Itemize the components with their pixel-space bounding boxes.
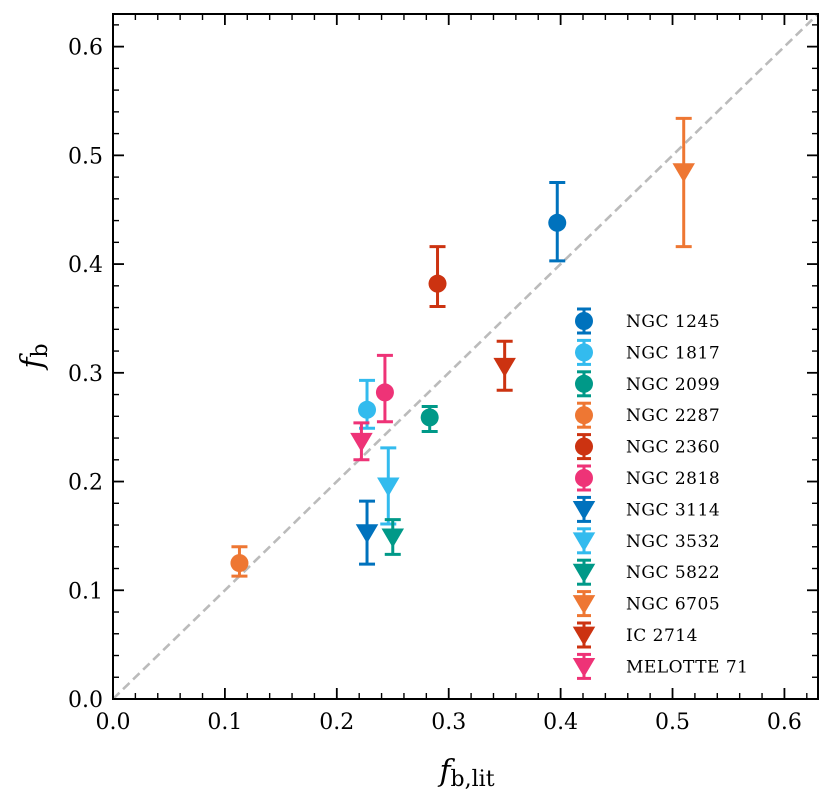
marker-ngc-5822	[381, 528, 405, 548]
y-tick-label: 0.6	[68, 36, 103, 61]
legend-entry-ngc-2360: NGC 2360	[575, 433, 720, 461]
legend-entry-ngc-1245: NGC 1245	[575, 307, 720, 335]
legend-marker-ngc-2287	[575, 406, 593, 425]
legend-marker-ngc-5822	[572, 563, 596, 583]
marker-ngc-2818	[375, 383, 394, 402]
legend-entry-ngc-3532: NGC 3532	[572, 527, 720, 555]
legend-label-ngc-5822: NGC 5822	[626, 563, 720, 583]
y-tick-label: 0.0	[68, 688, 103, 713]
marker-ic-2714	[493, 357, 516, 377]
y-tick-label: 0.1	[68, 579, 103, 604]
legend-label-ngc-2099: NGC 2099	[626, 375, 720, 395]
y-tick-label: 0.2	[68, 471, 103, 496]
x-tick-label: 0.4	[543, 710, 578, 735]
legend-marker-ngc-2099	[575, 374, 593, 393]
legend-label-ngc-3114: NGC 3114	[626, 500, 720, 520]
x-tick-label: 0.2	[319, 710, 354, 735]
data-point-ngc-1245	[548, 181, 567, 263]
data-point-ngc-1817	[358, 378, 377, 430]
x-tick-label: 0.1	[207, 710, 242, 735]
legend: NGC 1245 NGC 1817 NGC 2099 NGC 2287 NGC 2360…	[572, 307, 748, 680]
legend-entry-ngc-5822: NGC 5822	[572, 558, 720, 586]
legend-entry-ngc-2099: NGC 2099	[575, 370, 720, 398]
legend-entry-melotte-71: MELOTTE 71	[572, 652, 748, 680]
data-point-ngc-2099	[420, 405, 439, 434]
legend-label-ic-2714: IC 2714	[626, 626, 698, 646]
data-point-ngc-2818	[375, 353, 394, 424]
legend-marker-ngc-3532	[572, 532, 596, 552]
legend-marker-ic-2714	[572, 626, 596, 646]
legend-entry-ngc-1817: NGC 1817	[575, 338, 720, 366]
legend-entry-ngc-6705: NGC 6705	[572, 590, 720, 618]
data-point-ic-2714	[493, 339, 516, 392]
data-point-ngc-6705	[672, 116, 695, 249]
data-point-ngc-3532	[377, 446, 400, 526]
x-tick-label: 0.3	[431, 710, 466, 735]
marker-ngc-2287	[230, 554, 249, 573]
x-tick-label: 0.5	[655, 710, 690, 735]
legend-entry-ngc-3114: NGC 3114	[572, 495, 720, 523]
x-tick-label: 0.6	[767, 710, 802, 735]
legend-label-ngc-1817: NGC 1817	[626, 343, 720, 363]
y-tick-label: 0.4	[68, 253, 103, 278]
legend-label-ngc-2360: NGC 2360	[626, 438, 720, 458]
data-point-ngc-5822	[381, 518, 405, 556]
legend-marker-ngc-2360	[575, 437, 593, 456]
legend-label-melotte-71: MELOTTE 71	[626, 657, 748, 677]
legend-entry-ngc-2287: NGC 2287	[575, 401, 720, 429]
legend-entry-ngc-2818: NGC 2818	[575, 464, 720, 492]
legend-label-ngc-1245: NGC 1245	[626, 312, 720, 332]
data-point-ngc-2360	[428, 245, 447, 308]
legend-marker-ngc-3114	[572, 500, 596, 521]
marker-ngc-1245	[548, 213, 567, 232]
legend-marker-ngc-1245	[575, 312, 593, 330]
marker-ngc-6705	[672, 163, 695, 183]
legend-marker-ngc-6705	[572, 595, 596, 615]
marker-ngc-3532	[377, 477, 400, 497]
legend-marker-ngc-1817	[575, 343, 593, 362]
one-to-one-reference-line	[112, 13, 819, 700]
marker-ngc-1817	[358, 400, 377, 419]
data-point-ngc-3114	[355, 499, 379, 566]
legend-label-ngc-2818: NGC 2818	[626, 469, 720, 489]
legend-label-ngc-2287: NGC 2287	[626, 406, 720, 426]
data-point-ngc-2287	[230, 545, 249, 578]
x-tick-label: 0.0	[96, 710, 131, 735]
data-point-melotte-71	[350, 421, 373, 462]
legend-label-ngc-3532: NGC 3532	[626, 532, 720, 552]
legend-marker-ngc-2818	[575, 469, 593, 487]
marker-melotte-71	[350, 432, 373, 452]
y-tick-label: 0.5	[68, 144, 103, 169]
y-tick-label: 0.3	[68, 362, 103, 387]
marker-ngc-3114	[355, 524, 379, 544]
legend-entry-ic-2714: IC 2714	[572, 621, 698, 649]
legend-marker-melotte-71	[572, 657, 596, 678]
legend-label-ngc-6705: NGC 6705	[626, 595, 720, 615]
plot-frame	[112, 13, 819, 700]
marker-ngc-2360	[428, 274, 447, 293]
marker-ngc-2099	[420, 408, 439, 427]
